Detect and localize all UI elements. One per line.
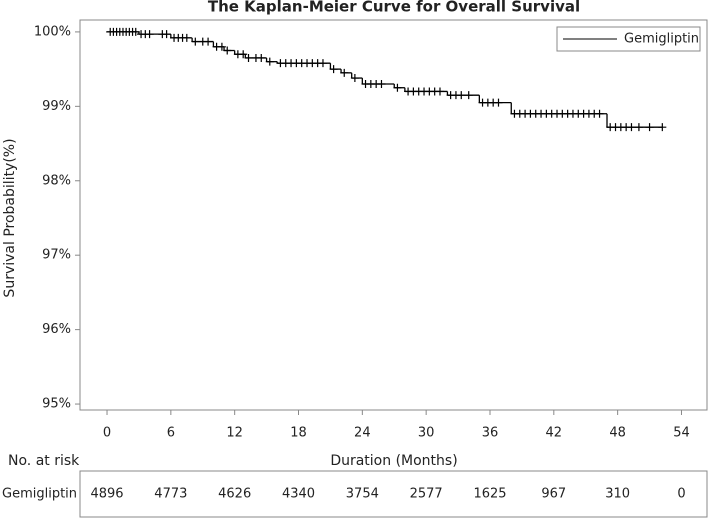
risk-count: 310 [605,487,630,502]
censor-mark [244,53,253,62]
censor-mark [318,59,327,68]
censor-mark [223,46,232,55]
x-tick-label: 54 [673,426,690,441]
censor-mark [265,57,274,66]
censor-mark [131,27,140,36]
censor-mark [191,37,200,46]
legend-label: Gemigliptin [624,32,699,47]
x-tick-label: 6 [167,426,175,441]
y-tick-label: 95% [42,397,71,412]
risk-table-frame [79,470,708,518]
x-tick-label: 0 [103,426,111,441]
y-tick-label: 100% [34,24,71,39]
x-tick-label: 18 [290,426,307,441]
censor-mark [435,87,444,96]
plot-frame [79,19,708,411]
censor-mark [634,123,643,132]
censor-mark [645,123,654,132]
chart-title: The Kaplan-Meier Curve for Overall Survi… [208,0,580,16]
risk-count: 2577 [410,487,443,502]
x-tick-label: 24 [354,426,371,441]
risk-count: 4626 [218,487,251,502]
censor-mark [377,80,386,89]
x-tick-label: 42 [546,426,563,441]
censor-mark [627,123,636,132]
censor-mark [464,91,473,100]
risk-count: 3754 [346,487,379,502]
censor-mark [595,109,604,118]
x-tick-label: 36 [482,426,499,441]
y-tick-label: 96% [42,322,71,337]
risk-row-label: Gemigliptin [2,487,77,502]
censor-mark [204,37,213,46]
censor-mark [340,68,349,77]
y-axis-label: Survival Probability(%) [2,138,18,297]
risk-count: 4773 [154,487,187,502]
x-tick-label: 30 [418,426,435,441]
y-tick-label: 97% [42,248,71,263]
censor-mark [329,65,338,74]
censor-mark [350,74,359,83]
censor-mark [393,83,402,92]
risk-count: 967 [541,487,566,502]
risk-count: 4340 [282,487,315,502]
risk-table-title: No. at risk [8,453,80,469]
censor-mark [162,30,171,39]
y-tick-label: 99% [42,99,71,114]
x-tick-label: 48 [609,426,626,441]
censor-mark [145,30,154,39]
censor-mark [257,53,266,62]
y-tick-label: 98% [42,173,71,188]
risk-count: 4896 [90,487,123,502]
censor-mark [658,123,667,132]
censor-mark [239,50,248,59]
x-tick-label: 12 [226,426,243,441]
censor-mark [457,91,466,100]
censor-mark [494,98,503,107]
x-axis-label: Duration (Months) [330,453,457,469]
risk-count: 1625 [473,487,506,502]
censor-mark [217,42,226,51]
censor-mark [182,33,191,42]
risk-count: 0 [677,487,685,502]
